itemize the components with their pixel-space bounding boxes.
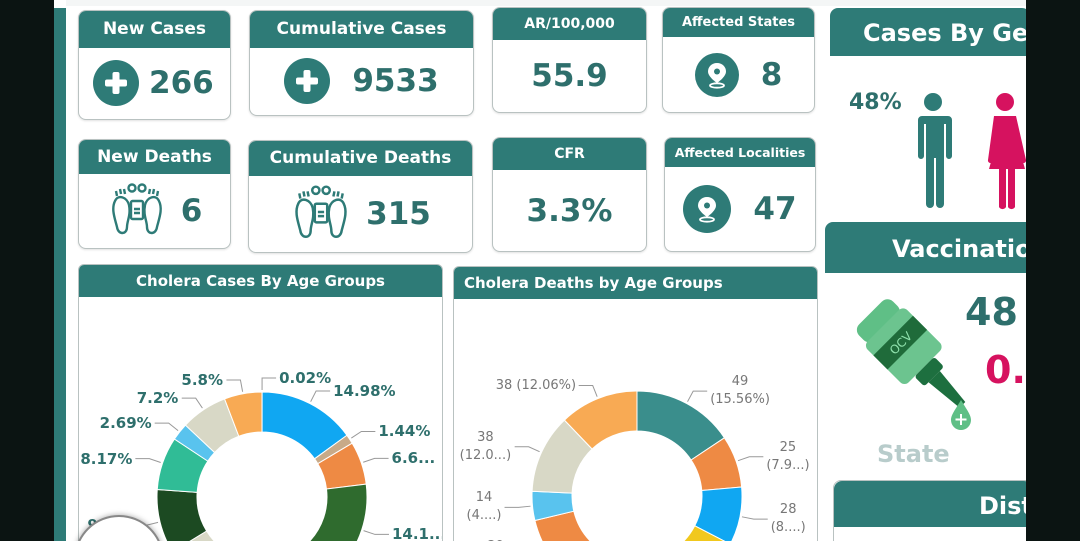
kpi-affected-localities[interactable]: Affected Localities 47 <box>664 137 816 252</box>
left-nav-strip <box>54 8 66 541</box>
leader-line <box>741 516 768 520</box>
plus-circle-icon <box>93 60 139 106</box>
cases-by-gender-panel[interactable]: Cases By Ger 48% <box>830 8 1026 218</box>
location-pin-icon <box>683 185 732 233</box>
donut-slice[interactable] <box>309 483 368 541</box>
female-figure-icon <box>987 93 1026 210</box>
male-figure-icon <box>918 93 952 208</box>
location-pin-icon <box>694 52 739 97</box>
leader-line <box>363 457 389 463</box>
leader-line <box>351 430 376 439</box>
donut-slice[interactable] <box>223 391 263 437</box>
plus-circle-icon <box>284 58 331 104</box>
top-filter-bar <box>66 0 1026 6</box>
data-label: 5.8% <box>181 370 224 389</box>
kpi-value: 9533 <box>352 63 439 99</box>
data-label: 6.6... <box>391 449 436 468</box>
data-label: 38 (12.06%) <box>495 377 577 393</box>
feet-toe-tag-icon <box>107 179 167 243</box>
leader-line <box>578 385 598 397</box>
data-label: 38 (12.0...) <box>459 429 512 463</box>
kpi-cfr[interactable]: CFR 3.3% <box>492 137 647 252</box>
deaths-donut-svg <box>504 385 768 541</box>
feet-toe-tag-icon <box>290 181 352 247</box>
donut-slice[interactable] <box>563 390 638 450</box>
kpi-cumulative-cases[interactable]: Cumulative Cases 9533 <box>249 10 474 116</box>
kpi-value: 266 <box>149 65 214 101</box>
data-label: 8.17% <box>80 449 133 468</box>
data-label: 14.1... <box>391 525 443 541</box>
dashboard-canvas: New Cases 266 Cumulative Cases 9533 AR/1… <box>54 0 1026 541</box>
data-label: 14.98% <box>333 382 396 400</box>
kpi-value: 47 <box>753 191 797 227</box>
vaccination-value-secondary: 0. <box>985 348 1026 392</box>
kpi-title: Affected Localities <box>665 138 815 167</box>
district-panel[interactable]: Dist <box>833 480 1026 541</box>
kpi-title: Affected States <box>663 8 814 37</box>
leader-line <box>181 397 203 409</box>
data-label: 14 (4....) <box>466 490 502 524</box>
leader-line <box>504 505 531 508</box>
kpi-new-cases[interactable]: New Cases 266 <box>78 10 231 120</box>
data-label: 49 (15.56%) <box>710 374 770 408</box>
kpi-title: CFR <box>493 138 646 170</box>
leader-line <box>687 390 708 402</box>
data-label: 25 (7.9...) <box>766 439 810 473</box>
kpi-title: AR/100,000 <box>493 8 646 40</box>
leader-line <box>154 422 179 431</box>
kpi-affected-states[interactable]: Affected States 8 <box>662 7 815 113</box>
data-label: 7.2% <box>136 389 179 408</box>
kpi-title: New Deaths <box>79 140 230 174</box>
panel-title: Cases By Ger <box>830 8 1026 56</box>
vaccination-value-primary: 48 <box>965 290 1018 334</box>
kpi-value: 6 <box>180 193 203 229</box>
kpi-title: Cumulative Cases <box>250 11 473 48</box>
leader-line <box>514 446 540 453</box>
leader-line <box>226 379 244 392</box>
kpi-value: 3.3% <box>526 192 613 229</box>
kpi-attack-rate[interactable]: AR/100,000 55.9 <box>492 7 647 113</box>
kpi-new-deaths[interactable]: New Deaths 6 <box>78 139 231 249</box>
deaths-by-age-chart[interactable]: Cholera Deaths by Age Groups 49 (15.56%) 2… <box>453 266 818 541</box>
kpi-cumulative-deaths[interactable]: Cumulative Deaths 315 <box>248 140 473 253</box>
data-label: 29(9.2...) <box>474 538 517 541</box>
leader-line <box>737 456 764 462</box>
leader-line <box>363 530 389 535</box>
panel-title: Dist <box>834 481 1026 527</box>
kpi-value: 315 <box>366 196 431 232</box>
data-label: 28 (8....) <box>770 502 806 536</box>
leader-line <box>261 377 277 391</box>
cases-donut-svg <box>132 377 389 541</box>
kpi-title: Cumulative Deaths <box>249 141 472 176</box>
vaccination-panel[interactable]: Vaccinatio OCV 48 0. State <box>825 222 1026 472</box>
state-label: State <box>877 440 950 468</box>
kpi-value: 8 <box>760 56 783 93</box>
chart-title: Cholera Deaths by Age Groups <box>454 267 817 299</box>
leader-line <box>310 390 331 402</box>
kpi-title: New Cases <box>79 11 230 48</box>
donut-slice[interactable] <box>672 525 730 541</box>
male-percent: 48% <box>849 90 902 115</box>
donut-slice[interactable] <box>156 488 208 541</box>
leader-line <box>135 458 161 463</box>
ocv-vaccine-bottle-icon: OCV <box>856 299 971 430</box>
panel-title: Vaccinatio <box>825 222 1026 273</box>
donut-slice[interactable] <box>173 530 250 541</box>
data-label: 0.02% <box>279 369 332 387</box>
chart-title: Cholera Cases By Age Groups <box>79 265 442 297</box>
data-label: 1.44% <box>378 422 431 441</box>
data-label: 2.69% <box>99 414 152 433</box>
kpi-value: 55.9 <box>531 58 608 94</box>
cases-by-age-chart[interactable]: Cholera Cases By Age Groups 0.02% 14.98% 1… <box>78 264 443 541</box>
